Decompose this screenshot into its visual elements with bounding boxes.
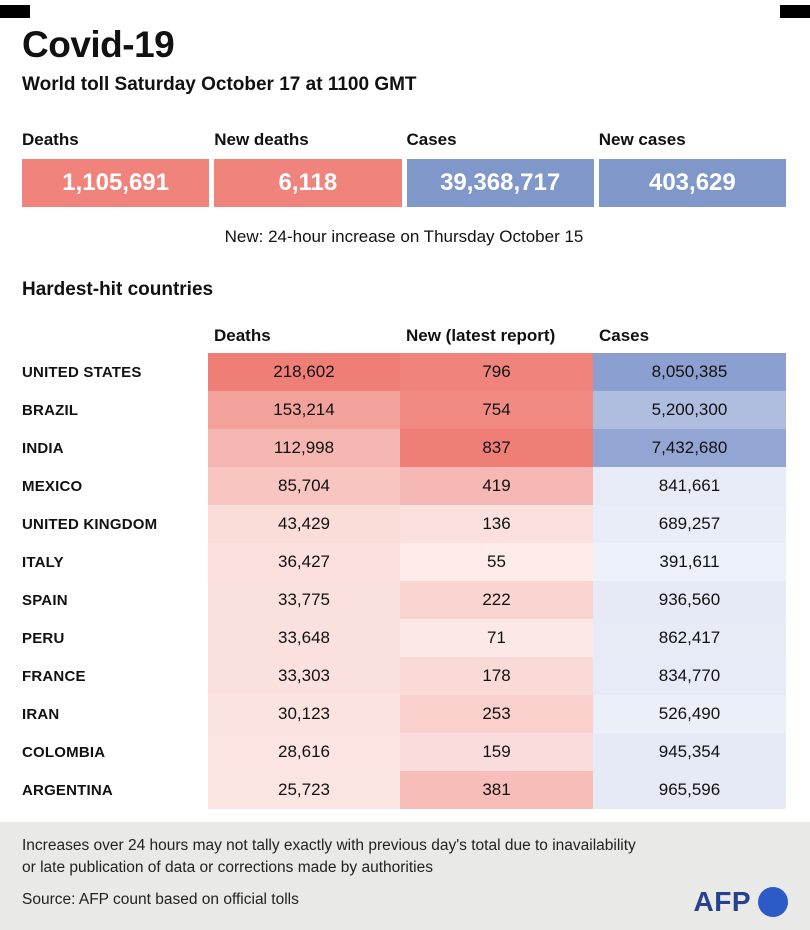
country-label: FRANCE	[22, 667, 86, 685]
column-header-deaths: Deaths	[214, 326, 271, 345]
column-header-new: New (latest report)	[406, 326, 556, 345]
cases-cell: 391,611	[593, 543, 786, 581]
new-cell: 71	[400, 619, 593, 657]
table-row: BRAZIL 153,214 754 5,200,300	[22, 391, 786, 429]
cases-cell: 841,661	[593, 467, 786, 505]
new-cell: 381	[400, 771, 593, 809]
deaths-cell: 112,998	[208, 429, 400, 467]
footnote-text: Increases over 24 hours may not tally ex…	[22, 835, 786, 879]
table-row: COLOMBIA 28,616 159 945,354	[22, 733, 786, 771]
summary-cell-new-cases: New cases 403,629	[598, 130, 786, 207]
column-header-cases: Cases	[599, 326, 650, 345]
new-cell: 178	[400, 657, 593, 695]
table-row: INDIA 112,998 837 7,432,680	[22, 429, 786, 467]
cases-cell: 526,490	[593, 695, 786, 733]
afp-logo: AFP	[693, 886, 788, 918]
cases-cell: 936,560	[593, 581, 786, 619]
deaths-cell: 85,704	[208, 467, 400, 505]
deaths-cell: 218,602	[208, 353, 400, 391]
deaths-cell: 25,723	[208, 771, 400, 809]
new-cell: 55	[400, 543, 593, 581]
summary-section: Deaths 1,105,691 New deaths 6,118 Cases …	[22, 130, 786, 207]
summary-label: Deaths	[22, 130, 79, 149]
deaths-cell: 33,648	[208, 619, 400, 657]
summary-label: New cases	[598, 130, 686, 149]
cases-cell: 7,432,680	[593, 429, 786, 467]
summary-cell-cases: Cases 39,368,717	[406, 130, 594, 207]
country-label: ITALY	[22, 553, 64, 571]
table-row: SPAIN 33,775 222 936,560	[22, 581, 786, 619]
summary-cell-deaths: Deaths 1,105,691	[22, 130, 210, 207]
country-label: BRAZIL	[22, 401, 79, 419]
new-cell: 159	[400, 733, 593, 771]
new-cell: 754	[400, 391, 593, 429]
deaths-cell: 153,214	[208, 391, 400, 429]
content-area: Covid-19 World toll Saturday October 17 …	[22, 24, 786, 809]
section-heading: Hardest-hit countries	[22, 279, 214, 300]
cases-cell: 834,770	[593, 657, 786, 695]
cases-cell: 965,596	[593, 771, 786, 809]
summary-label: New deaths	[214, 130, 309, 149]
deaths-cell: 30,123	[208, 695, 400, 733]
new-cell: 222	[400, 581, 593, 619]
summary-value: 403,629	[598, 159, 786, 207]
summary-label: Cases	[406, 130, 457, 149]
crop-mark-left-icon	[0, 5, 30, 18]
table-row: ITALY 36,427 55 391,611	[22, 543, 786, 581]
footnote-line-2: or late publication of data or correctio…	[22, 859, 433, 876]
new-cell: 419	[400, 467, 593, 505]
summary-value: 39,368,717	[406, 159, 594, 207]
table-row: IRAN 30,123 253 526,490	[22, 695, 786, 733]
summary-value: 1,105,691	[22, 159, 210, 207]
hardest-hit-table-body: UNITED STATES 218,602 796 8,050,385 BRAZIL 15…	[22, 353, 786, 809]
country-label: SPAIN	[22, 591, 68, 609]
country-label: UNITED STATES	[22, 363, 142, 381]
hardest-hit-table: Deaths New (latest report) Cases UNITED …	[22, 317, 786, 809]
afp-globe-icon	[758, 887, 788, 917]
table-row: UNITED KINGDOM 43,429 136 689,257	[22, 505, 786, 543]
deaths-cell: 33,303	[208, 657, 400, 695]
page-subtitle: World toll Saturday October 17 at 1100 G…	[22, 74, 417, 95]
deaths-cell: 43,429	[208, 505, 400, 543]
table-header-row: Deaths New (latest report) Cases	[22, 317, 786, 353]
cases-cell: 862,417	[593, 619, 786, 657]
summary-value: 6,118	[214, 159, 402, 207]
country-label: PERU	[22, 629, 65, 647]
cases-cell: 8,050,385	[593, 353, 786, 391]
new-cell: 136	[400, 505, 593, 543]
table-row: ARGENTINA 25,723 381 965,596	[22, 771, 786, 809]
cases-cell: 945,354	[593, 733, 786, 771]
country-label: MEXICO	[22, 477, 83, 495]
country-label: INDIA	[22, 439, 64, 457]
table-row: FRANCE 33,303 178 834,770	[22, 657, 786, 695]
table-row: UNITED STATES 218,602 796 8,050,385	[22, 353, 786, 391]
afp-logo-text: AFP	[693, 886, 751, 917]
page-title: Covid-19	[22, 24, 175, 65]
deaths-cell: 33,775	[208, 581, 400, 619]
footnote-line-1: Increases over 24 hours may not tally ex…	[22, 837, 636, 854]
footer: Increases over 24 hours may not tally ex…	[0, 822, 810, 930]
note-text: New: 24-hour increase on Thursday Octobe…	[224, 227, 584, 246]
deaths-cell: 28,616	[208, 733, 400, 771]
crop-mark-right-icon	[780, 5, 810, 18]
country-label: ARGENTINA	[22, 781, 113, 799]
cases-cell: 689,257	[593, 505, 786, 543]
source-text: Source: AFP count based on official toll…	[22, 891, 299, 908]
table-row: PERU 33,648 71 862,417	[22, 619, 786, 657]
country-label: IRAN	[22, 705, 60, 723]
table-row: MEXICO 85,704 419 841,661	[22, 467, 786, 505]
new-cell: 253	[400, 695, 593, 733]
new-cell: 796	[400, 353, 593, 391]
summary-cell-new-deaths: New deaths 6,118	[214, 130, 402, 207]
country-label: UNITED KINGDOM	[22, 515, 158, 533]
new-cell: 837	[400, 429, 593, 467]
country-label: COLOMBIA	[22, 743, 106, 761]
cases-cell: 5,200,300	[593, 391, 786, 429]
deaths-cell: 36,427	[208, 543, 400, 581]
